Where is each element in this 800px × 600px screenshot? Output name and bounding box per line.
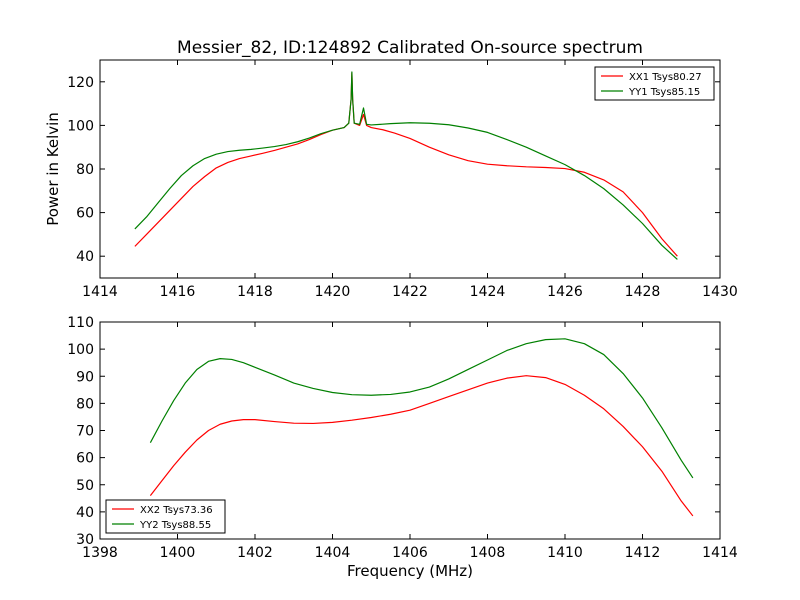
top-x-tick-label: 1424 xyxy=(470,284,506,300)
bottom-x-tick-label: 1414 xyxy=(702,545,738,561)
top-x-tick-label: 1426 xyxy=(547,284,583,300)
top-x-tick-label: 1430 xyxy=(702,284,738,300)
bottom-series-line-1 xyxy=(149,375,694,517)
top-plot-frame xyxy=(99,59,721,279)
bottom-spectrum-panel: Frequency (MHz) 1398 1400 1402 1404 1406 1408… xyxy=(67,315,738,580)
bottom-plot-frame xyxy=(99,321,721,540)
bottom-series-layer xyxy=(149,338,694,517)
bottom-y-tick-label: 60 xyxy=(76,451,94,467)
bottom-ticks-layer: 1398 1400 1402 1404 1406 1408 1410 1412 1414 30 40… xyxy=(67,315,738,561)
top-series-line-2 xyxy=(134,71,678,260)
bottom-x-tick-label: 1400 xyxy=(160,545,196,561)
bottom-y-tick-label: 90 xyxy=(76,369,94,385)
top-x-tick-label: 1420 xyxy=(315,284,351,300)
bottom-y-tick-label: 30 xyxy=(76,532,94,548)
bottom-y-tick-label: 100 xyxy=(67,342,94,358)
top-x-tick-label: 1414 xyxy=(82,284,118,300)
bottom-y-tick-label: 110 xyxy=(67,315,94,331)
top-y-tick-label: 100 xyxy=(67,118,94,134)
top-ticks-layer: 1414 1416 1418 1420 1422 1424 1426 1428 1430 40 60… xyxy=(67,60,738,300)
top-y-axis-label: Power in Kelvin xyxy=(44,112,62,226)
bottom-y-tick-label: 50 xyxy=(76,478,94,494)
bottom-y-tick-label: 40 xyxy=(76,505,94,521)
top-y-tick-label: 80 xyxy=(76,162,94,178)
bottom-legend-label-1: XX2 Tsys73.36 xyxy=(140,505,213,516)
top-series-layer xyxy=(134,71,678,260)
bottom-x-axis-label: Frequency (MHz) xyxy=(347,562,473,580)
top-legend-box xyxy=(594,66,715,101)
top-legend: XX1 Tsys80.27 YY1 Tsys85.15 xyxy=(594,66,715,101)
top-y-tick-label: 60 xyxy=(76,206,94,222)
top-chart-title: Messier_82, ID:124892 Calibrated On-sour… xyxy=(177,38,643,58)
top-x-tick-label: 1428 xyxy=(625,284,661,300)
top-y-tick-label: 40 xyxy=(76,249,94,265)
top-y-tick-label: 120 xyxy=(67,75,94,91)
top-x-tick-label: 1416 xyxy=(160,284,196,300)
bottom-x-tick-label: 1402 xyxy=(237,545,273,561)
top-legend-label-2: YY1 Tsys85.15 xyxy=(628,87,700,98)
bottom-series-line-2 xyxy=(149,338,694,479)
bottom-y-tick-label: 70 xyxy=(76,424,94,440)
top-x-tick-label: 1422 xyxy=(392,284,428,300)
bottom-x-tick-label: 1408 xyxy=(470,545,506,561)
bottom-x-tick-label: 1412 xyxy=(625,545,661,561)
bottom-legend-box xyxy=(105,499,226,534)
top-spectrum-panel: Messier_82, ID:124892 Calibrated On-sour… xyxy=(44,38,738,300)
bottom-legend: XX2 Tsys73.36 YY2 Tsys88.55 xyxy=(105,499,226,534)
bottom-legend-label-2: YY2 Tsys88.55 xyxy=(139,520,211,531)
bottom-x-tick-label: 1404 xyxy=(315,545,351,561)
top-legend-label-1: XX1 Tsys80.27 xyxy=(629,72,702,83)
bottom-x-tick-label: 1406 xyxy=(392,545,428,561)
top-x-tick-label: 1418 xyxy=(237,284,273,300)
bottom-x-tick-label: 1410 xyxy=(547,545,583,561)
bottom-y-tick-label: 80 xyxy=(76,396,94,412)
bottom-x-tick-label: 1398 xyxy=(82,545,118,561)
